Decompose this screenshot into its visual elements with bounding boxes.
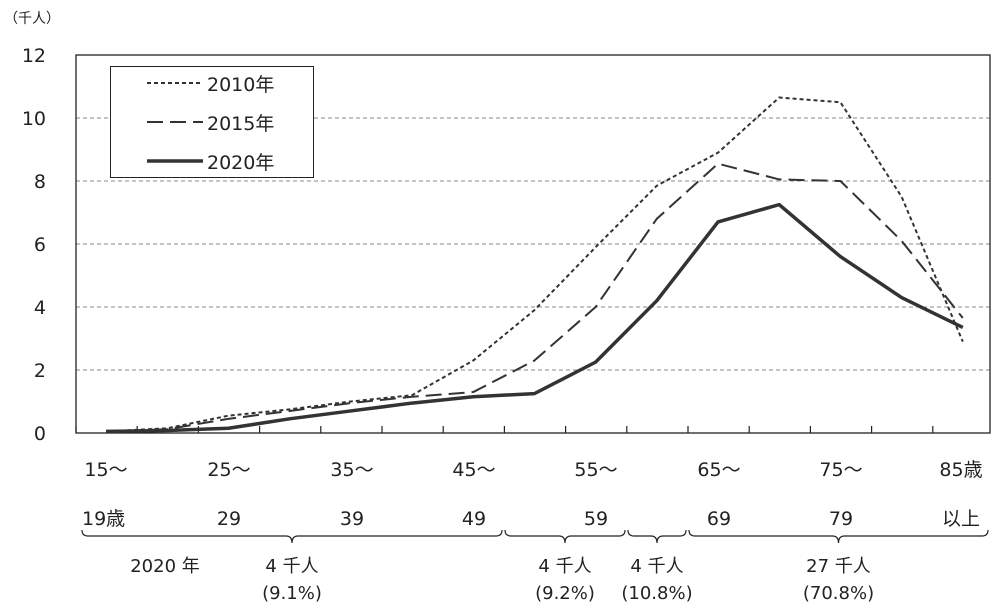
x-label-bottom: 以上	[942, 508, 980, 530]
x-label-top: 65～	[697, 459, 740, 481]
group-count: 4 千人	[265, 556, 318, 577]
y-axis-ticks: 0 2 4 6 8 10 12	[22, 45, 46, 445]
y-tick-label: 12	[22, 45, 46, 67]
series-line-2020年	[105, 202, 964, 434]
y-tick-label: 2	[34, 360, 46, 382]
age-group-brackets: 2020 年 4 千人 (9.1%) 4 千人 (9.2%) 4 千人 (10.8%) 27 …	[81, 529, 989, 604]
legend-label-2010: 2010年	[207, 74, 275, 96]
group-bracket	[81, 529, 503, 544]
y-tick-label: 10	[22, 108, 46, 130]
series-line-2015年	[105, 162, 964, 433]
x-label-bottom: 39	[340, 508, 364, 530]
group-bracket	[688, 529, 989, 544]
gridlines	[76, 117, 990, 371]
group-percent: (9.2%)	[535, 583, 595, 604]
x-label-bottom: 79	[829, 508, 853, 530]
legend-swatch-2015	[147, 121, 203, 123]
plot-frame	[75, 54, 991, 434]
x-label-top: 75～	[819, 459, 862, 481]
x-label-top: 85歳	[939, 459, 982, 481]
group-count: 27 千人	[806, 556, 871, 577]
group-bracket	[627, 529, 687, 544]
y-tick-label: 8	[34, 171, 46, 193]
group-count: 4 千人	[538, 556, 591, 577]
x-label-top: 45～	[452, 459, 495, 481]
legend-swatch-2020	[147, 159, 203, 163]
legend-swatch-2010	[147, 82, 203, 84]
x-axis-labels: 15～ 25～ 35～ 45～ 55～ 65～ 75～ 85歳 19歳 29 39 49 59 69 79 以…	[82, 459, 983, 530]
series-lines	[105, 96, 964, 434]
legend-item-2015: 2015年	[111, 108, 313, 136]
x-label-bottom: 29	[217, 508, 241, 530]
group-year-label: 2020 年	[130, 556, 200, 577]
group-percent: (70.8%)	[803, 583, 874, 604]
group-percent: (9.1%)	[262, 583, 322, 604]
y-tick-label: 6	[34, 234, 46, 256]
legend-item-2020: 2020年	[111, 147, 313, 175]
x-label-bottom: 49	[462, 508, 486, 530]
legend-label-2015: 2015年	[207, 113, 275, 135]
y-unit-label: （千人）	[4, 11, 60, 27]
x-label-top: 55～	[574, 459, 617, 481]
x-label-top: 15～	[84, 459, 127, 481]
group-bracket	[504, 529, 626, 544]
y-tick-label: 0	[34, 423, 46, 445]
group-count: 4 千人	[630, 556, 683, 577]
y-tick-label: 4	[34, 297, 46, 319]
x-label-bottom: 19歳	[82, 508, 125, 530]
x-label-top: 35～	[330, 459, 373, 481]
legend: 2010年 2015年 2020年	[110, 66, 314, 178]
legend-item-2010: 2010年	[111, 69, 313, 97]
legend-label-2020: 2020年	[207, 152, 275, 174]
x-label-bottom: 59	[584, 508, 608, 530]
series-line-2010年	[105, 96, 964, 433]
x-label-bottom: 69	[707, 508, 731, 530]
x-label-top: 25～	[207, 459, 250, 481]
group-percent: (10.8%)	[621, 583, 692, 604]
